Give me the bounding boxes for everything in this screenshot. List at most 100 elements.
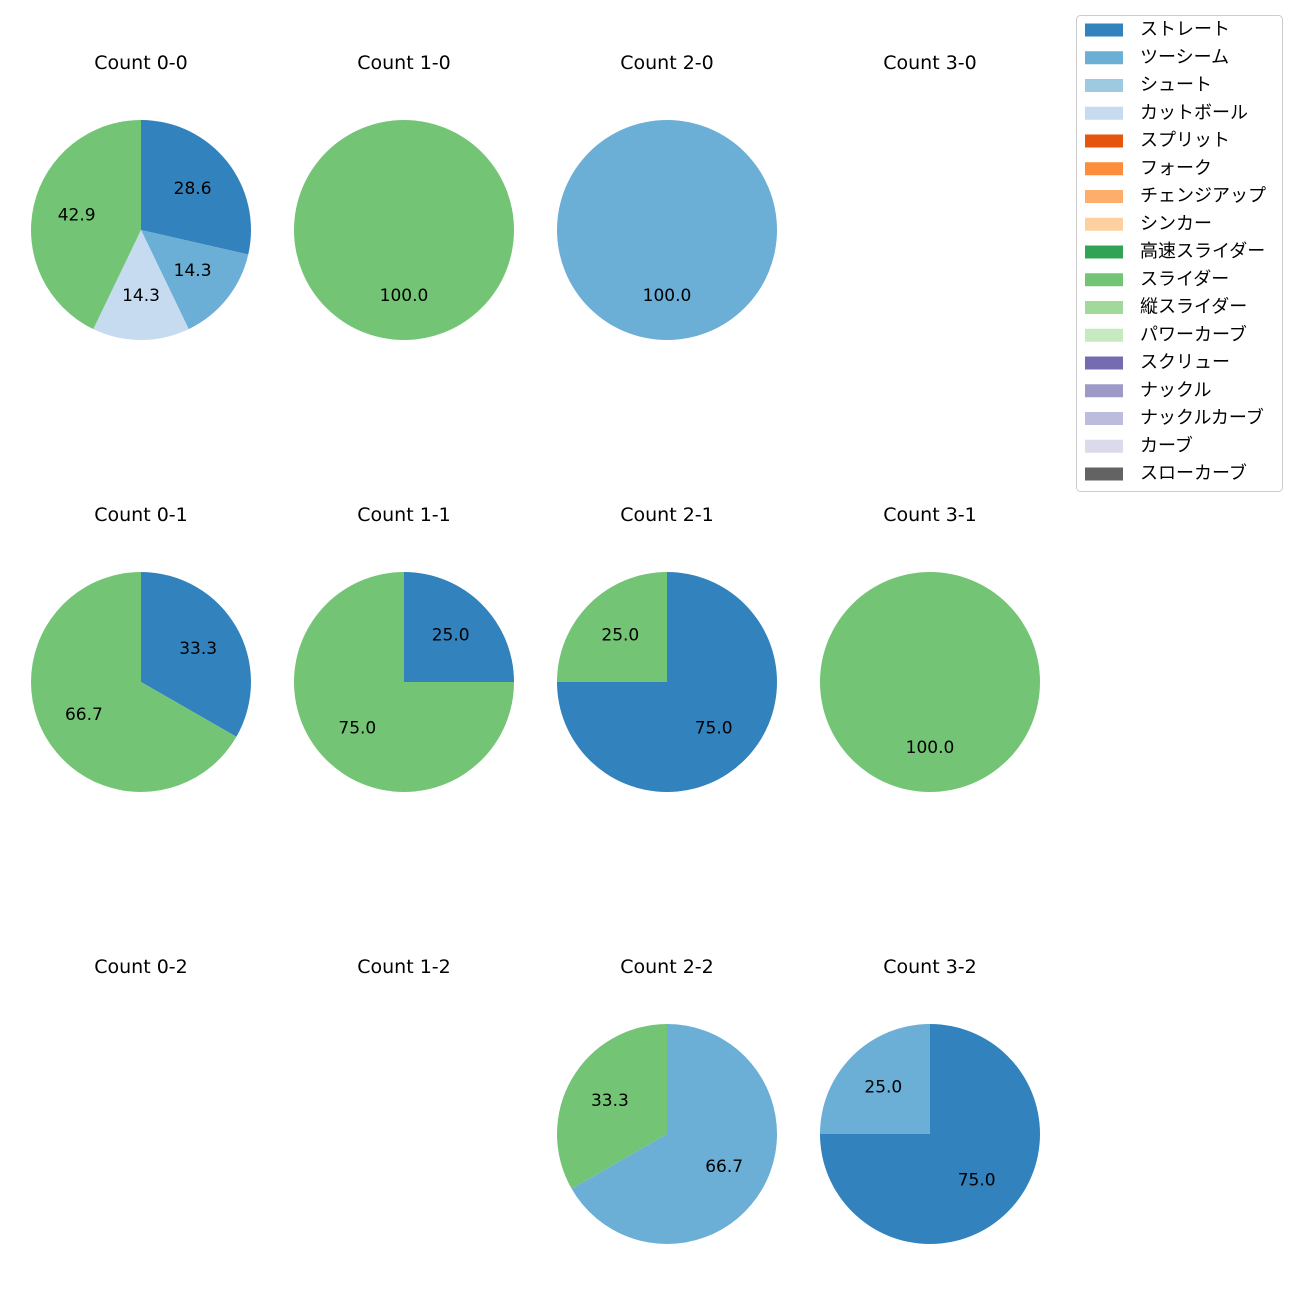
legend-item: チェンジアップ [1085,186,1266,207]
pie-slice-label: 25.0 [864,1077,902,1097]
legend-item: シンカー [1085,213,1212,234]
pie-slice [31,120,141,330]
legend-swatch [1085,412,1123,425]
legend-label: スライダー [1140,269,1229,290]
pie-slice [294,120,514,340]
pie-count-1-0: Count 1-0 100.0 [294,52,514,340]
legend-label: カットボール [1140,102,1248,123]
pie-slice [404,572,514,682]
pie-slice-label: 100.0 [380,286,429,306]
legend-item: ナックルカーブ [1085,407,1264,429]
legend-swatch [1085,356,1123,370]
legend-label: シンカー [1140,213,1212,234]
pie-title: Count 3-2 [883,956,977,978]
pie-slice-label: 66.7 [65,705,103,725]
pie-slice [141,230,249,330]
legend-label: フォーク [1140,158,1212,179]
pie-count-3-1: Count 3-1 100.0 [820,504,1040,792]
legend-item: 高速スライダー [1085,241,1265,262]
legend-item: フォーク [1085,158,1212,179]
pie-slice-label: 100.0 [643,286,692,306]
pie-slice [141,120,251,255]
pie-slice-label: 28.6 [174,179,212,199]
legend-item: パワーカーブ [1085,323,1247,345]
pie-count-2-2: Count 2-2 66.7 33.3 [556,956,777,1244]
pie-slice-label: 66.7 [705,1157,743,1177]
pie-slice-label: 42.9 [58,205,96,225]
pie-slice-label: 14.3 [122,286,160,306]
legend-item: スクリュー [1085,352,1230,373]
legend-label: チェンジアップ [1140,186,1266,207]
legend-item: ストレート [1085,19,1230,40]
legend: ストレートツーシームシュートカットボールスプリットフォークチェンジアップシンカー… [1076,15,1283,492]
pie-title: Count 1-2 [357,956,451,978]
pie-slice-label: 33.3 [179,639,217,659]
pie-title: Count 0-0 [94,52,188,74]
legend-label: 高速スライダー [1140,241,1265,262]
legend-frame [1076,15,1283,492]
legend-item: カットボール [1085,102,1248,123]
legend-label: スプリット [1140,130,1230,151]
legend-label: スクリュー [1140,352,1230,373]
legend-label: ツーシーム [1140,47,1229,68]
legend-swatch [1085,384,1123,398]
pie-slice [557,120,777,340]
pie-count-3-2: Count 3-2 75.0 25.0 [820,956,1040,1244]
pie-slice-label: 100.0 [906,738,955,758]
legend-label: ナックル [1140,380,1211,401]
pie-title: Count 1-1 [357,504,451,526]
legend-swatch [1085,106,1123,120]
legend-label: シュート [1140,75,1212,96]
legend-item: カーブ [1085,434,1193,456]
pie-slice-label: 25.0 [432,625,470,645]
pie-slice [557,572,667,682]
pie-slice [820,572,1040,792]
legend-swatch [1085,23,1123,37]
pie-count-0-0: Count 0-0 28.6 14.3 14.3 42.9 [31,52,251,341]
pie-slice-label: 75.0 [695,719,733,739]
legend-item: スプリット [1085,130,1230,151]
legend-item: シュート [1085,75,1212,96]
legend-item: スライダー [1085,269,1229,290]
pie-count-0-2: Count 0-2 [94,956,188,978]
legend-swatch [1085,190,1123,203]
pie-title: Count 3-0 [883,52,977,74]
pie-slice [30,572,237,792]
legend-label: 縦スライダー [1140,297,1247,318]
pie-slice [93,230,189,341]
legend-item: 縦スライダー [1085,297,1247,318]
legend-label: カーブ [1140,434,1193,456]
pie-slice-label: 75.0 [958,1171,996,1191]
legend-swatch [1085,79,1123,92]
legend-item: スローカーブ [1085,462,1247,484]
pie-count-1-1: Count 1-1 25.0 75.0 [294,504,514,792]
pie-slice [571,1024,777,1244]
legend-label: スローカーブ [1140,462,1247,484]
pie-slice-label: 14.3 [174,261,212,281]
legend-label: ストレート [1140,19,1230,40]
legend-swatch [1085,217,1123,231]
legend-swatch [1085,51,1123,65]
pie-title: Count 2-1 [620,504,714,526]
pie-title: Count 3-1 [883,504,977,526]
legend-swatch [1085,301,1123,314]
pie-slice-label: 25.0 [601,625,639,645]
pie-count-3-0: Count 3-0 [883,52,977,74]
pie-slice [294,572,514,792]
pie-slice [556,1023,667,1189]
pie-title: Count 0-2 [94,956,188,978]
legend-swatch [1085,328,1123,342]
legend-swatch [1085,134,1123,148]
legend-swatch [1085,439,1123,453]
legend-item: ナックル [1085,380,1211,401]
pie-title: Count 0-1 [94,504,188,526]
pie-count-2-1: Count 2-1 75.0 25.0 [557,504,777,792]
legend-swatch [1085,273,1123,287]
pie-title: Count 2-0 [620,52,714,74]
pie-count-2-0: Count 2-0 100.0 [557,52,777,340]
legend-swatch [1085,245,1123,259]
pie-title: Count 1-0 [357,52,451,74]
pie-count-1-2: Count 1-2 [357,956,451,978]
